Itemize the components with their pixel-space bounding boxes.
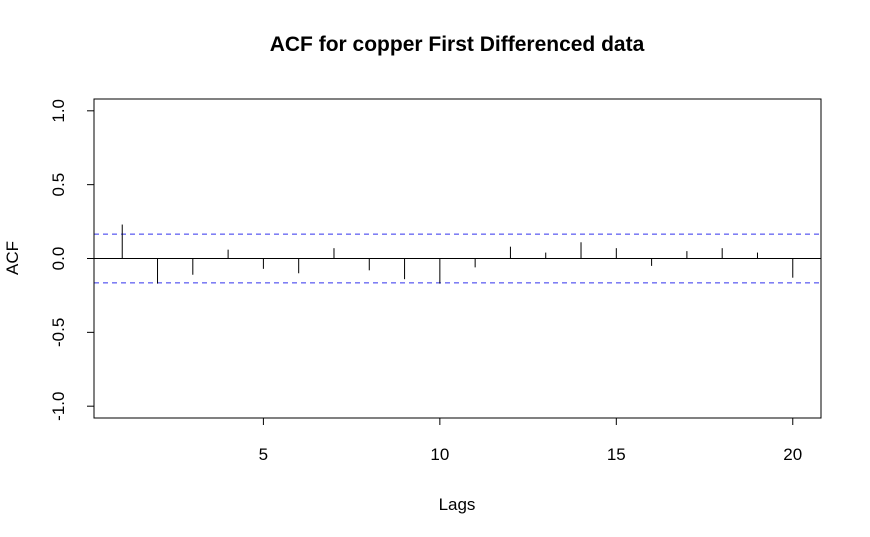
- y-tick-label: 0.5: [49, 173, 68, 197]
- y-tick-label: -0.5: [49, 318, 68, 347]
- y-tick-label: -1.0: [49, 392, 68, 421]
- x-tick-label: 5: [259, 445, 268, 464]
- y-axis-title: ACF: [3, 241, 22, 275]
- chart-title: ACF for copper First Differenced data: [270, 33, 645, 56]
- x-tick-label: 10: [430, 445, 449, 464]
- x-tick-label: 15: [607, 445, 626, 464]
- y-tick-label: 1.0: [49, 99, 68, 123]
- y-tick-label: 0.0: [49, 247, 68, 271]
- x-axis-title: Lags: [439, 495, 476, 514]
- x-tick-label: 20: [783, 445, 802, 464]
